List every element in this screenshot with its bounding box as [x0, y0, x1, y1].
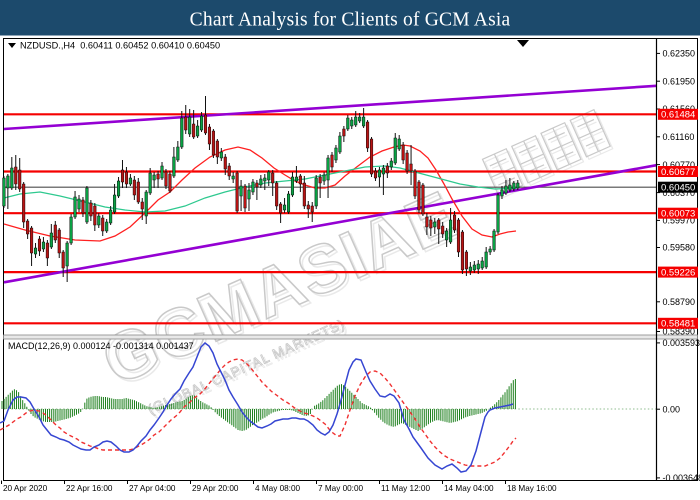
svg-text:0.61950: 0.61950	[663, 76, 696, 86]
svg-text:0.61160: 0.61160	[663, 132, 695, 142]
svg-text:0.003593: 0.003593	[663, 338, 700, 348]
svg-text:0.60770: 0.60770	[663, 160, 696, 170]
svg-text:0.60450: 0.60450	[661, 183, 695, 194]
svg-text:0.62350: 0.62350	[663, 49, 696, 59]
svg-text:4 May 08:00: 4 May 08:00	[255, 484, 301, 493]
svg-text:0.60677: 0.60677	[661, 167, 695, 178]
svg-text:22 Apr 16:00: 22 Apr 16:00	[66, 484, 113, 493]
svg-text:-0.003648: -0.003648	[663, 473, 700, 483]
svg-text:0.58790: 0.58790	[663, 297, 696, 307]
svg-text:Chart Analysis for Clients of: Chart Analysis for Clients of GCM Asia	[190, 10, 511, 31]
svg-text:20 Apr 2020: 20 Apr 2020	[3, 484, 48, 493]
svg-text:0.60073: 0.60073	[661, 209, 695, 220]
svg-text:29 Apr 20:00: 29 Apr 20:00	[192, 484, 239, 493]
svg-text:0.61484: 0.61484	[661, 110, 695, 121]
svg-text:0.60370: 0.60370	[663, 188, 696, 198]
svg-text:0.00: 0.00	[663, 404, 681, 414]
svg-text:27 Apr 04:00: 27 Apr 04:00	[129, 484, 176, 493]
svg-text:0.59580: 0.59580	[663, 243, 696, 253]
svg-text:0.59970: 0.59970	[663, 216, 696, 226]
svg-text:MACD(12,26,9) 0.000124 -0.0013: MACD(12,26,9) 0.000124 -0.001314 0.00143…	[8, 341, 194, 351]
svg-text:NZDUSD.,H4 0.60411 0.60452 0.: NZDUSD.,H4 0.60411 0.60452 0.60410 0.604…	[20, 41, 220, 51]
svg-text:0.59226: 0.59226	[661, 268, 695, 279]
svg-text:14 May 04:00: 14 May 04:00	[444, 484, 494, 493]
svg-text:18 May 16:00: 18 May 16:00	[507, 484, 557, 493]
svg-text:0.58390: 0.58390	[663, 327, 696, 337]
svg-text:7 May 00:00: 7 May 00:00	[318, 484, 364, 493]
svg-text:11 May 12:00: 11 May 12:00	[381, 484, 430, 493]
svg-text:0.58481: 0.58481	[661, 319, 695, 330]
